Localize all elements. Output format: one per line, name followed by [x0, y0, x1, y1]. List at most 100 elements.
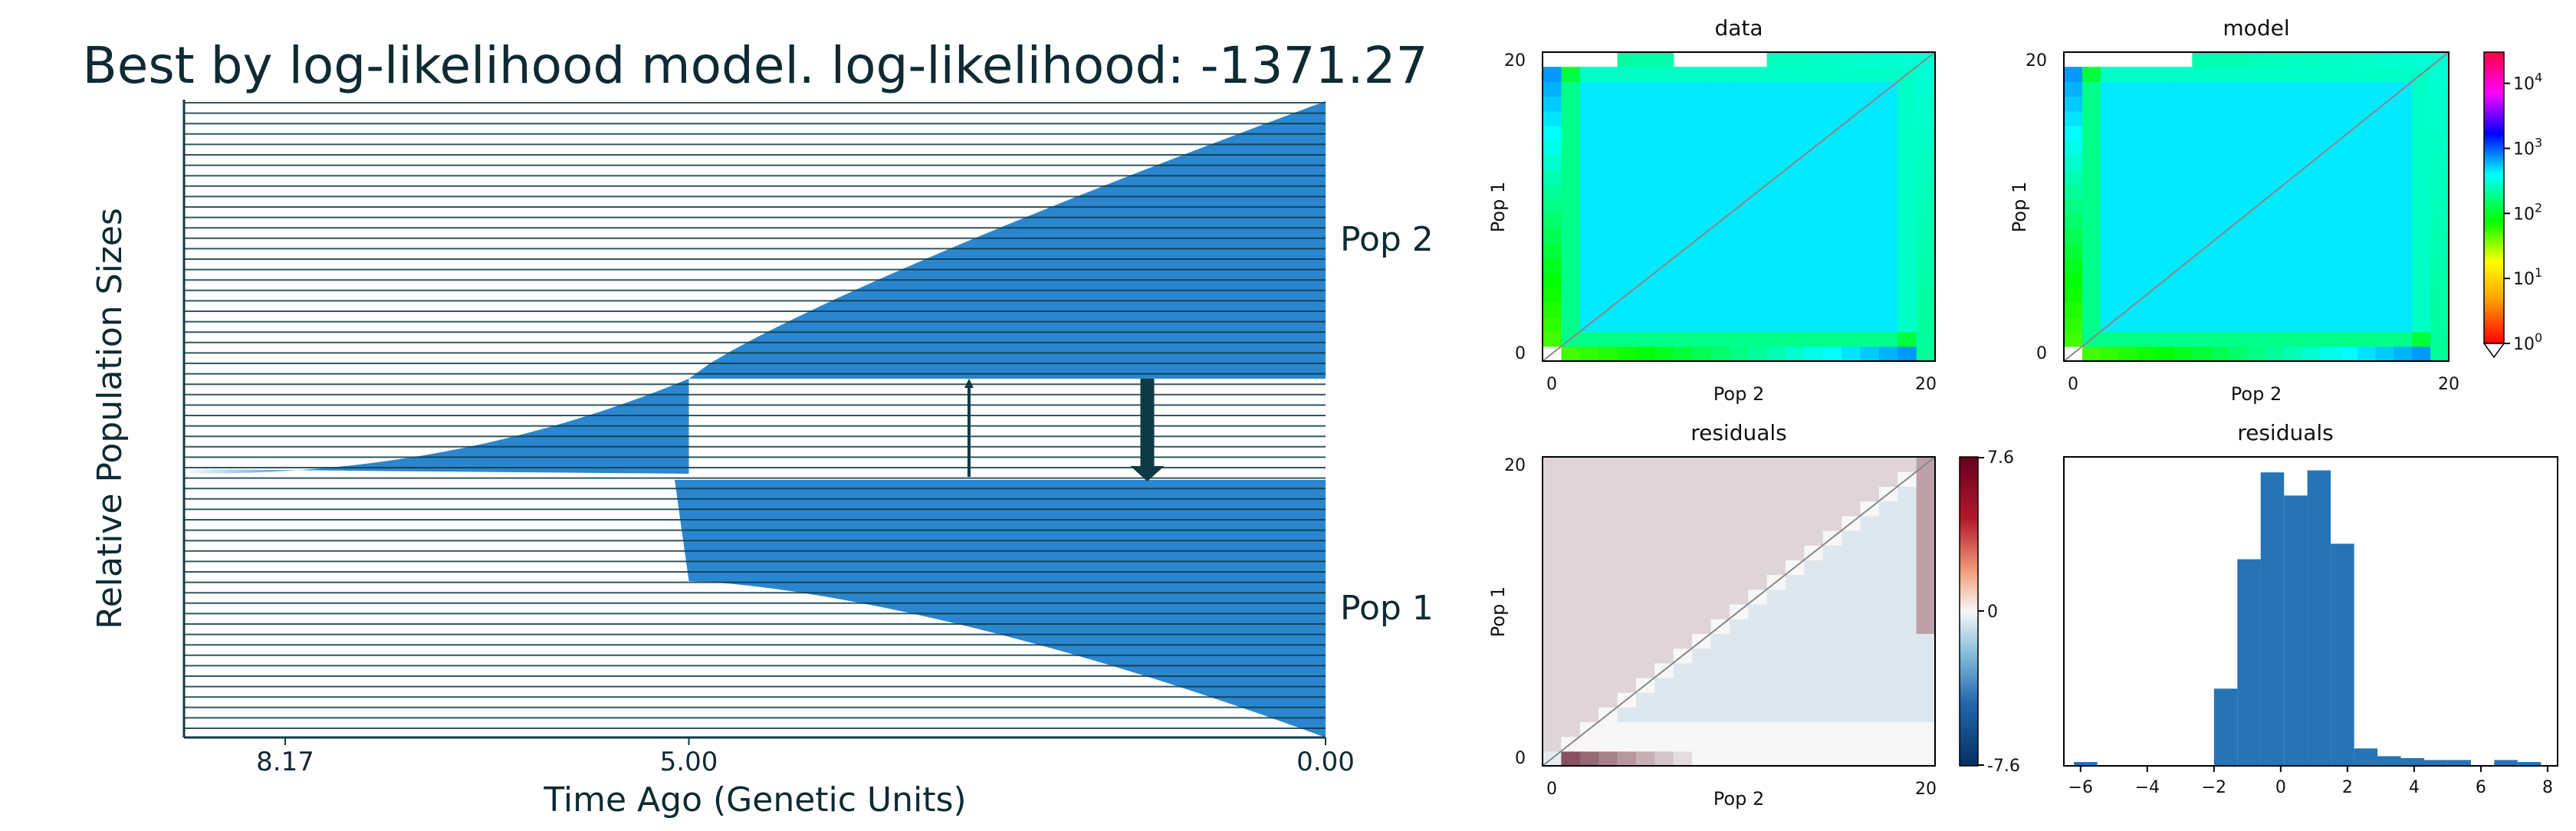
heatmap-cell	[2412, 272, 2431, 288]
heatmap-cell	[2210, 346, 2229, 361]
heatmap-cell	[2064, 287, 2083, 303]
heatmap-cell	[1654, 574, 1674, 590]
heatmap-cell	[1804, 96, 1824, 112]
heatmap-cell	[1898, 692, 1917, 708]
heatmap-cell	[2265, 331, 2285, 347]
model-cb-label: 100	[2513, 330, 2542, 354]
heatmap-cell	[2320, 169, 2340, 186]
heatmap-cell	[1561, 545, 1581, 560]
heatmap-cell	[1916, 751, 1935, 766]
heatmap-cell	[2192, 287, 2211, 303]
heatmap-cell	[1916, 140, 1935, 156]
heatmap-cell	[1543, 228, 1562, 245]
heatmap-cell	[1804, 677, 1824, 693]
heatmap-cell	[2247, 67, 2266, 82]
heatmap-cell	[2210, 287, 2229, 303]
heatmap-cell	[1822, 545, 1842, 560]
data-x-tick-20: 20	[1915, 375, 1937, 394]
heatmap-cell	[1635, 125, 1655, 141]
heatmap-cell	[1916, 574, 1935, 590]
heatmap-cell	[1766, 662, 1786, 678]
heatmap-cell	[1673, 67, 1693, 82]
heatmap-cell	[1898, 96, 1917, 112]
hist-tick-label: −6	[2068, 778, 2093, 797]
heatmap-cell	[1598, 560, 1618, 576]
heatmap-cell	[1748, 486, 1768, 502]
heatmap-cell	[1842, 603, 1861, 619]
heatmap-cell	[2394, 317, 2413, 333]
heatmap-cell	[1729, 619, 1749, 634]
heatmap-cell	[2192, 110, 2211, 126]
heatmap-cell	[1617, 81, 1637, 97]
heatmap-cell	[1710, 331, 1730, 347]
heatmap-cell	[2302, 258, 2321, 274]
heatmap-cell	[1898, 140, 1917, 156]
model-cb-label: 101	[2513, 265, 2542, 289]
heatmap-cell	[1673, 574, 1693, 590]
heatmap-cell	[1543, 125, 1562, 141]
heatmap-cell	[1710, 125, 1730, 141]
heatmap-cell	[1748, 169, 1768, 186]
heatmap-cell	[2082, 317, 2101, 333]
heatmap-cell	[1654, 110, 1674, 126]
heatmap-cell	[2412, 169, 2431, 186]
heatmap-cell	[1785, 346, 1805, 361]
heatmap-cell	[2302, 184, 2321, 200]
heatmap-cell	[1916, 228, 1935, 245]
heatmap-cell	[1916, 125, 1935, 141]
heatmap-cell	[1878, 736, 1898, 752]
heatmap-cell	[2412, 184, 2431, 200]
heatmap-cell	[1785, 331, 1805, 347]
heatmap-cell	[1710, 736, 1730, 752]
heatmap-cell	[2174, 184, 2193, 200]
heatmap-cell	[1822, 317, 1842, 333]
heatmap-cell	[1785, 501, 1805, 517]
heatmap-cell	[1785, 515, 1805, 531]
heatmap-cell	[1916, 110, 1935, 126]
heatmap-cell	[2137, 199, 2157, 215]
heatmap-cell	[1822, 736, 1842, 752]
heatmap-cell	[1673, 677, 1693, 693]
heatmap-cell	[1710, 471, 1730, 487]
heatmap-cell	[1729, 184, 1749, 200]
heatmap-cell	[1916, 589, 1935, 605]
heatmap-cell	[1561, 169, 1581, 186]
heatmap-cell	[1860, 287, 1880, 303]
heatmap-cell	[1654, 81, 1674, 97]
heatmap-cell	[2302, 243, 2321, 259]
heatmap-cell	[2247, 331, 2266, 347]
heatmap-cell	[1617, 471, 1637, 487]
histogram-bar	[2517, 762, 2542, 766]
heatmap-cell	[1785, 751, 1805, 766]
heatmap-cell	[2320, 258, 2340, 274]
residual-heatmap-panel: residuals 20 0 0 20 Pop 2 Pop 1 7.6 0 -7…	[1487, 420, 2020, 810]
heatmap-cell	[1579, 287, 1599, 303]
heatmap-cell	[1860, 346, 1880, 361]
heatmap-cell	[1692, 589, 1712, 605]
heatmap-cell	[1543, 169, 1562, 186]
heatmap-cell	[1692, 560, 1712, 576]
heatmap-cell	[1729, 545, 1749, 560]
heatmap-cell	[2265, 228, 2285, 245]
heatmap-cell	[1748, 707, 1768, 723]
heatmap-cell	[1729, 125, 1749, 141]
heatmap-cell	[1692, 515, 1712, 531]
heatmap-cell	[2357, 272, 2376, 288]
heatmap-cell	[2338, 169, 2358, 186]
heatmap-cell	[1561, 707, 1581, 723]
heatmap-cell	[2247, 243, 2266, 259]
heatmap-cell	[2412, 331, 2431, 347]
heatmap-cell	[2394, 169, 2413, 186]
heatmap-cell	[1598, 574, 1618, 590]
residual-colorbar: 7.6 0 -7.6	[1959, 448, 2020, 776]
heatmap-cell	[2412, 258, 2431, 274]
heatmap-cell	[1748, 67, 1768, 82]
heatmap-cell	[1692, 199, 1712, 215]
heatmap-cell	[1766, 96, 1786, 112]
heatmap-cell	[1710, 199, 1730, 215]
heatmap-cell	[2064, 302, 2083, 318]
heatmap-cell	[1916, 662, 1935, 678]
heatmap-cell	[1804, 272, 1824, 288]
heatmap-cell	[2192, 184, 2211, 200]
heatmap-cell	[1822, 287, 1842, 303]
